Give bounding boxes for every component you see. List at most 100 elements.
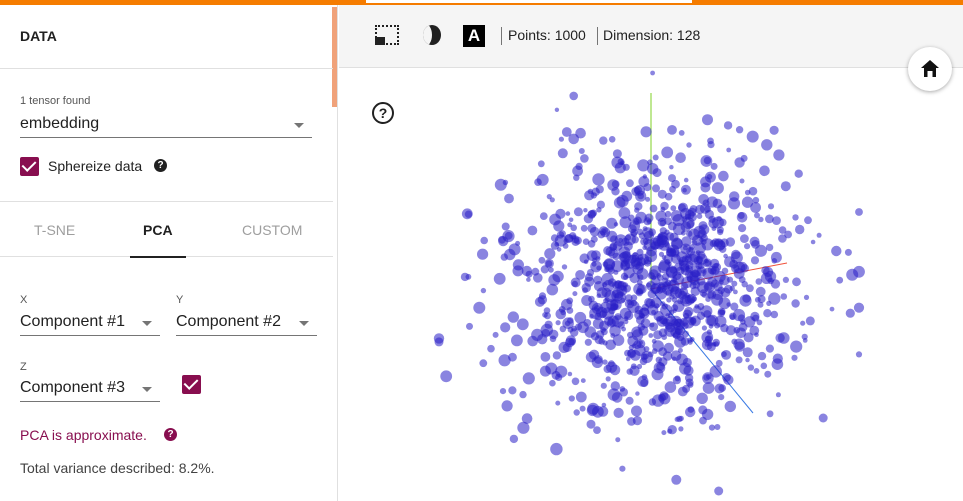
embedding-point[interactable] (661, 146, 674, 159)
embedding-point[interactable] (755, 278, 763, 285)
embedding-point[interactable] (660, 317, 668, 325)
embedding-point[interactable] (718, 394, 725, 401)
embedding-point[interactable] (696, 256, 704, 264)
embedding-point[interactable] (589, 226, 600, 237)
embedding-point[interactable] (700, 155, 713, 167)
embedding-point[interactable] (596, 287, 608, 299)
embedding-point[interactable] (846, 268, 859, 281)
embedding-point[interactable] (578, 148, 585, 154)
embedding-point[interactable] (675, 152, 686, 163)
embedding-point[interactable] (660, 206, 666, 212)
embedding-point[interactable] (517, 421, 530, 434)
embedding-point[interactable] (717, 229, 724, 236)
embedding-point[interactable] (677, 386, 688, 397)
embedding-point[interactable] (681, 236, 692, 247)
embedding-point[interactable] (784, 230, 792, 239)
embedding-point[interactable] (761, 139, 773, 151)
embedding-point[interactable] (680, 184, 691, 195)
embedding-point[interactable] (552, 351, 562, 360)
embedding-point[interactable] (678, 415, 684, 422)
embedding-point[interactable] (687, 381, 694, 388)
embedding-point[interactable] (714, 424, 721, 430)
projection-scatter[interactable] (339, 69, 963, 501)
embedding-point[interactable] (631, 405, 642, 417)
embedding-point[interactable] (654, 287, 667, 300)
embedding-point[interactable] (619, 387, 628, 397)
embedding-point[interactable] (657, 233, 664, 240)
embedding-point[interactable] (712, 338, 720, 347)
embedding-point[interactable] (671, 179, 680, 189)
embedding-point[interactable] (681, 230, 686, 236)
embedding-point[interactable] (666, 297, 672, 303)
embedding-point[interactable] (591, 187, 600, 196)
embedding-point[interactable] (679, 317, 689, 327)
embedding-point[interactable] (651, 338, 657, 344)
embedding-point[interactable] (613, 303, 619, 310)
embedding-point[interactable] (780, 181, 791, 192)
embedding-point[interactable] (499, 388, 507, 395)
embedding-point[interactable] (664, 210, 672, 218)
embedding-point[interactable] (816, 232, 822, 238)
embedding-point[interactable] (720, 323, 729, 333)
pca-help-icon[interactable]: ? (164, 428, 177, 441)
embedding-point[interactable] (555, 365, 568, 378)
embedding-point[interactable] (715, 359, 723, 367)
embedding-point[interactable] (582, 287, 588, 294)
embedding-point[interactable] (752, 196, 760, 204)
embedding-point[interactable] (596, 265, 602, 271)
embedding-point[interactable] (691, 296, 697, 302)
embedding-point[interactable] (562, 243, 569, 249)
embedding-point[interactable] (567, 371, 573, 377)
sphereize-checkbox[interactable] (20, 157, 39, 176)
embedding-point[interactable] (738, 322, 748, 332)
embedding-point[interactable] (802, 338, 808, 343)
embedding-point[interactable] (473, 301, 486, 314)
embedding-point[interactable] (689, 282, 697, 290)
embedding-point[interactable] (669, 165, 674, 170)
embedding-point[interactable] (649, 204, 658, 213)
embedding-point[interactable] (660, 240, 666, 246)
embedding-point[interactable] (571, 325, 577, 332)
label-toggle-icon[interactable]: A (463, 25, 485, 47)
embedding-point[interactable] (526, 277, 531, 282)
embedding-point[interactable] (643, 183, 652, 192)
z-component-select[interactable]: Component #3 (20, 372, 160, 402)
embedding-point[interactable] (646, 219, 652, 225)
embedding-point[interactable] (792, 277, 801, 287)
embedding-point[interactable] (573, 174, 580, 181)
embedding-point[interactable] (750, 311, 760, 321)
embedding-point[interactable] (508, 386, 517, 395)
embedding-point[interactable] (674, 288, 685, 299)
embedding-point[interactable] (735, 356, 743, 364)
embedding-point[interactable] (640, 126, 652, 138)
embedding-point[interactable] (661, 430, 667, 436)
embedding-point[interactable] (699, 416, 707, 425)
embedding-point[interactable] (498, 354, 511, 367)
embedding-point[interactable] (702, 382, 715, 394)
embedding-point[interactable] (723, 121, 733, 130)
embedding-point[interactable] (726, 302, 731, 307)
embedding-point[interactable] (670, 205, 677, 212)
embedding-point[interactable] (764, 370, 772, 378)
embedding-point[interactable] (603, 364, 612, 374)
embedding-point[interactable] (790, 340, 803, 353)
embedding-point[interactable] (733, 268, 745, 279)
embedding-point[interactable] (709, 239, 717, 248)
embedding-point[interactable] (711, 226, 717, 232)
embedding-point[interactable] (766, 410, 774, 418)
embedding-point[interactable] (569, 91, 578, 101)
embedding-point[interactable] (559, 325, 567, 333)
embedding-point[interactable] (649, 237, 661, 250)
embedding-point[interactable] (601, 402, 607, 408)
embedding-point[interactable] (716, 240, 726, 250)
embedding-point[interactable] (537, 334, 548, 345)
embedding-point[interactable] (561, 127, 572, 137)
embedding-point[interactable] (575, 127, 586, 139)
embedding-point[interactable] (736, 212, 748, 223)
embedding-point[interactable] (734, 341, 745, 352)
embedding-point[interactable] (726, 147, 732, 153)
embedding-point[interactable] (584, 276, 595, 287)
embedding-point[interactable] (792, 214, 799, 221)
embedding-point[interactable] (738, 224, 747, 233)
embedding-point[interactable] (661, 255, 667, 260)
